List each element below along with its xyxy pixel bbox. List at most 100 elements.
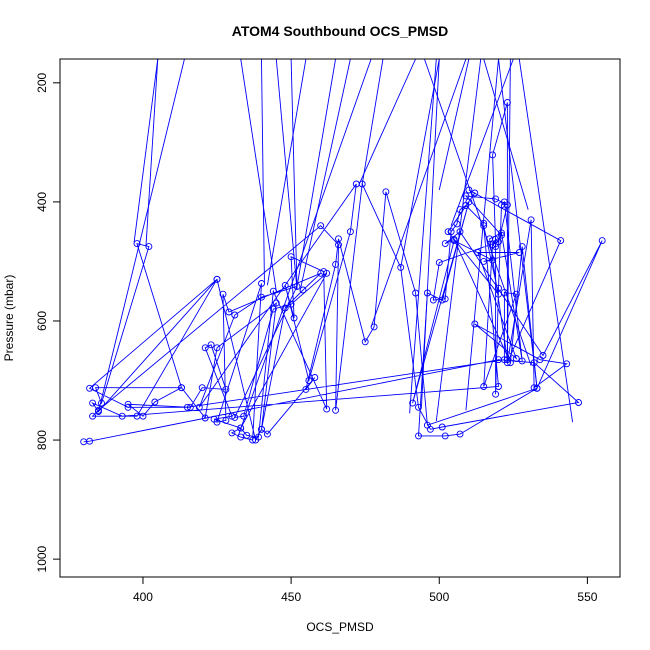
data-point (453, 220, 461, 228)
data-point (441, 432, 449, 440)
data-point (290, 314, 298, 322)
data-point (281, 281, 289, 289)
data-point (409, 399, 417, 407)
data-point (462, 192, 470, 200)
series-segment (498, 59, 538, 389)
series-segment (133, 59, 159, 243)
data-point (281, 304, 289, 312)
x-tick-label: 550 (577, 590, 597, 604)
data-point (492, 195, 500, 203)
data-point (213, 275, 221, 283)
data-point (305, 377, 313, 384)
data-point (503, 99, 511, 106)
data-point (89, 399, 97, 407)
data-point (382, 188, 390, 196)
data-point (237, 424, 245, 432)
data-point (243, 431, 251, 439)
series-segment (421, 59, 440, 407)
data-point (258, 280, 265, 287)
data-point (231, 311, 239, 319)
series-segment (296, 59, 336, 287)
data-point (598, 237, 606, 245)
x-axis-label: OCS_PMSD (306, 620, 374, 634)
data-point (287, 300, 295, 308)
x-tick-label: 500 (429, 590, 449, 604)
data-point (441, 295, 449, 303)
data-point (228, 412, 236, 420)
data-point (450, 235, 458, 243)
data-point (397, 263, 405, 271)
series-segment (370, 59, 467, 328)
series-segment (261, 59, 265, 284)
data-point (438, 423, 446, 431)
data-point (95, 408, 102, 415)
data-point (480, 383, 488, 390)
y-tick-label: 400 (35, 192, 49, 212)
y-axis-label: Pressure (mbar) (2, 275, 16, 362)
data-point (201, 414, 209, 422)
data-point (495, 238, 502, 246)
series-segment (358, 59, 416, 185)
data-point (512, 290, 520, 298)
chart-title: ATOM4 Southbound OCS_PMSD (232, 23, 448, 39)
data-point (252, 436, 260, 444)
data-point (86, 384, 94, 392)
y-tick-label: 600 (35, 311, 49, 331)
data-point (118, 412, 126, 420)
x-tick-label: 400 (133, 590, 153, 604)
data-point (503, 201, 511, 209)
data-point (415, 432, 422, 440)
data-point (527, 216, 535, 224)
data-point (258, 293, 265, 301)
data-point (151, 398, 159, 406)
series-segment (506, 59, 511, 361)
data-point (198, 384, 206, 392)
series-segment (290, 59, 298, 291)
y-tick-label: 1000 (35, 545, 49, 572)
y-tick-label: 200 (35, 72, 49, 92)
data-point (272, 299, 280, 307)
series-segment (361, 59, 384, 185)
data-point (311, 374, 319, 381)
data-point (518, 243, 526, 251)
x-tick-label: 450 (281, 590, 301, 604)
data-point (145, 243, 153, 251)
data-point (178, 384, 185, 392)
data-point (335, 235, 342, 243)
data-point (492, 390, 500, 398)
data-point (207, 341, 215, 349)
data-point (201, 344, 209, 352)
data-point (124, 400, 132, 408)
data-point (213, 344, 221, 352)
data-point (438, 296, 446, 304)
data-point (471, 320, 479, 328)
series-segment (465, 59, 499, 411)
series-segment (518, 59, 574, 423)
data-point (86, 437, 94, 445)
data-point (518, 357, 526, 365)
data-point (361, 338, 369, 346)
data-point (498, 229, 505, 237)
data-point (237, 433, 245, 441)
data-point (512, 355, 520, 362)
data-point (323, 269, 331, 277)
series-segment (435, 59, 482, 422)
data-point (480, 257, 488, 265)
data-point (89, 412, 97, 420)
data-point (269, 305, 277, 313)
data-point (539, 352, 547, 359)
data-point (444, 228, 452, 236)
data-point (575, 399, 582, 406)
data-point (332, 406, 340, 414)
data-point (124, 403, 132, 411)
data-point (263, 430, 271, 438)
series-segment (400, 59, 440, 268)
series-segment (299, 59, 351, 292)
data-point (228, 429, 236, 437)
data-point (183, 403, 191, 411)
data-point (139, 412, 147, 420)
data-point (225, 308, 233, 316)
data-point (429, 296, 437, 304)
data-point (219, 290, 227, 298)
